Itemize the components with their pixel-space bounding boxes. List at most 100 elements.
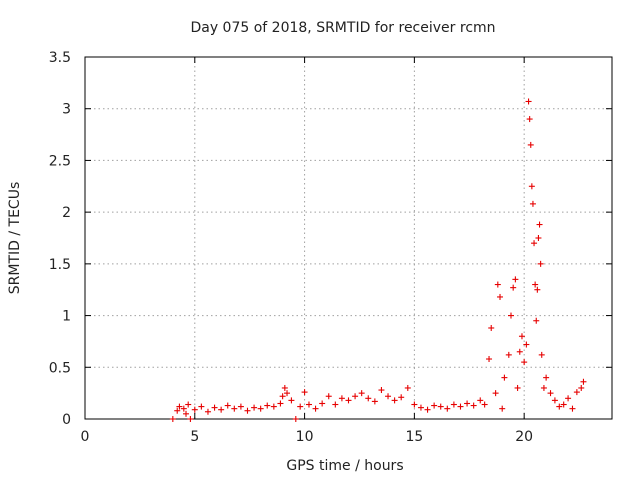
data-point [279,393,286,400]
data-point [417,404,424,411]
data-point [488,324,495,331]
data-point [560,401,567,408]
axis-ticks [84,56,612,420]
grid-lines [85,57,612,419]
data-point [526,116,533,123]
data-point [297,403,304,410]
data-point [523,341,530,348]
data-point [486,356,493,363]
y-tick-label: 3.5 [49,50,71,66]
data-point [578,384,585,391]
data-point [365,395,372,402]
data-point [551,397,558,404]
data-point [547,390,554,397]
data-point [169,416,176,422]
data-point [525,98,532,105]
data-point [534,286,541,293]
data-point [507,312,514,319]
data-point [191,406,198,413]
data-point [565,395,572,402]
x-tick-label: 15 [405,429,423,445]
data-point [319,400,326,407]
data-point [385,393,392,400]
data-point [470,402,477,409]
y-tick-label: 2.5 [49,153,71,169]
data-point [540,384,547,391]
data-point [501,374,508,381]
data-point [251,404,258,411]
data-point [499,405,506,412]
data-point [281,384,288,391]
data-point [411,401,418,408]
data-point [573,389,580,396]
data-point [580,378,587,385]
x-axis-label: GPS time / hours [286,458,403,474]
data-point [231,405,238,412]
data-point [529,200,536,207]
data-point [277,400,284,407]
data-point [198,403,205,410]
data-point [510,284,517,291]
data-point [180,405,187,412]
x-tick-label: 10 [296,429,314,445]
data-point [224,402,231,409]
data-point [531,240,538,247]
y-axis-label: SRMTID / TECUs [7,182,23,295]
data-point [535,235,542,241]
data-point [444,405,451,412]
data-point [431,402,438,409]
data-point [325,393,332,400]
data-point [477,397,484,404]
data-point [338,395,345,402]
data-point [492,390,499,397]
data-point [312,405,319,412]
data-point [424,406,431,413]
data-point [464,400,471,407]
data-point [537,260,544,267]
x-tick-label: 0 [81,429,90,445]
data-point [264,402,271,409]
data-point [352,393,359,400]
data-point [556,403,563,410]
data-point [218,406,225,413]
data-point [505,351,512,358]
data-point [527,141,534,148]
data-point [174,407,181,414]
data-point [204,408,211,415]
data-point [176,403,183,410]
y-tick-label: 2 [62,205,71,221]
data-point [237,403,244,410]
data-point [345,397,352,404]
data-point [569,405,576,412]
data-point [481,401,488,408]
data-point [284,390,291,397]
data-point [270,403,277,410]
data-point [332,401,339,408]
data-point [437,403,444,410]
data-point [521,359,528,366]
data-point [514,384,521,391]
y-tick-label: 0.5 [49,360,71,376]
data-point [512,276,519,283]
data-point [533,317,540,324]
tick-labels: 0 5 10 15 20 0 0.5 1 1.5 2 2.5 3 3.5 [49,50,533,445]
data-point [183,410,190,417]
data-point [378,387,385,394]
data-point [497,293,504,300]
x-tick-label: 5 [190,429,199,445]
y-tick-label: 1.5 [49,257,71,273]
data-point [528,183,535,190]
data-point [532,281,539,288]
data-point [358,390,365,397]
data-point [494,281,501,288]
data-point [398,394,405,401]
data-point [543,374,550,381]
plot-frame [84,56,613,420]
data-point [538,351,545,358]
data-point [536,221,543,228]
data-point [257,405,264,412]
x-tick-label: 20 [515,429,533,445]
y-tick-label: 1 [62,309,71,325]
data-point [244,407,251,414]
